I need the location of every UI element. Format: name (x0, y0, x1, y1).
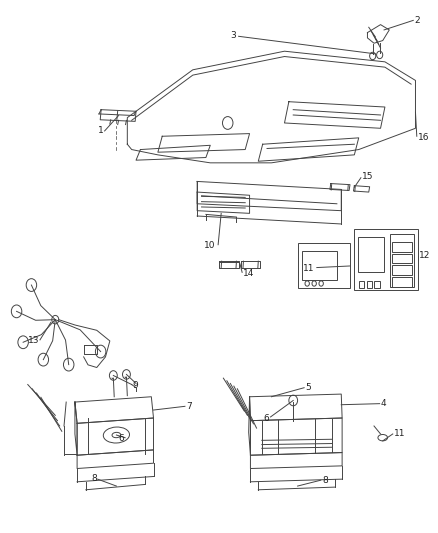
Text: 11: 11 (394, 430, 405, 439)
Text: 14: 14 (243, 269, 254, 278)
Bar (302, 251, 337, 280)
Text: 6: 6 (264, 414, 269, 423)
Bar (392, 265, 412, 275)
Bar (367, 281, 372, 288)
Text: 2: 2 (415, 16, 420, 25)
Text: 15: 15 (362, 172, 374, 181)
Bar (359, 281, 364, 288)
Text: 4: 4 (381, 399, 387, 408)
Text: 1: 1 (98, 126, 103, 135)
Text: 10: 10 (205, 241, 216, 251)
Bar (297, 243, 350, 288)
Bar (392, 277, 412, 287)
Bar (390, 233, 414, 287)
Bar (392, 254, 412, 263)
Bar (354, 229, 418, 290)
Text: 6: 6 (119, 434, 124, 443)
Text: 3: 3 (231, 31, 237, 40)
Text: 5: 5 (305, 383, 311, 392)
Bar (392, 242, 412, 252)
Text: 9: 9 (133, 381, 138, 390)
Text: 7: 7 (186, 402, 192, 411)
Text: 12: 12 (419, 252, 430, 260)
Bar (358, 237, 384, 272)
Bar (374, 281, 380, 288)
Text: 13: 13 (28, 336, 39, 345)
Text: 8: 8 (322, 476, 328, 484)
Text: 11: 11 (303, 264, 314, 272)
Text: 8: 8 (91, 474, 97, 483)
Text: 16: 16 (418, 133, 430, 142)
